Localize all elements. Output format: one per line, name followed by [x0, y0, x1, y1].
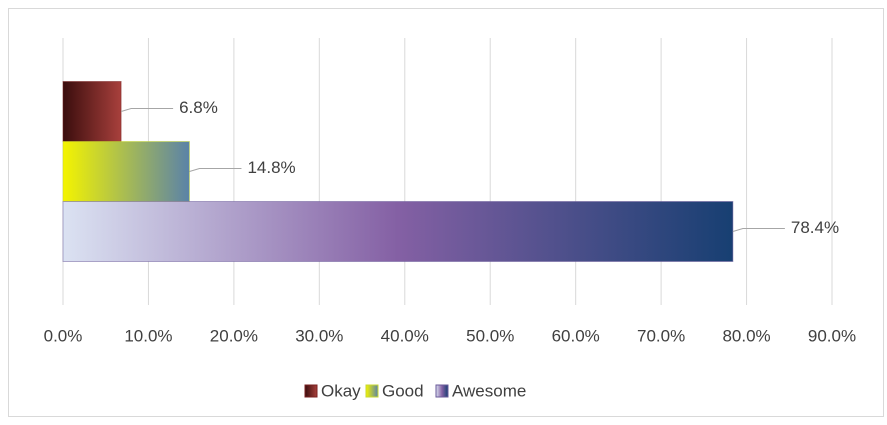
legend-label: Good: [382, 381, 424, 400]
x-tick-label: 20.0%: [210, 326, 258, 345]
legend-label: Okay: [321, 381, 361, 400]
leader-line: [732, 228, 785, 232]
bar: [62, 81, 122, 142]
x-tick-label: 50.0%: [466, 326, 514, 345]
x-tick-label: 60.0%: [552, 326, 600, 345]
legend-label: Awesome: [452, 381, 526, 400]
data-label: 6.8%: [179, 98, 218, 117]
bar: [62, 141, 190, 202]
x-tick-label: 40.0%: [381, 326, 429, 345]
leader-line: [120, 108, 174, 112]
legend-swatch: [304, 384, 318, 398]
x-tick-label: 90.0%: [808, 326, 856, 345]
bar: [62, 201, 734, 262]
x-tick-label: 80.0%: [722, 326, 770, 345]
legend-swatch: [435, 384, 449, 398]
data-label: 14.8%: [247, 158, 295, 177]
data-label: 78.4%: [791, 218, 839, 237]
x-tick-label: 0.0%: [44, 326, 83, 345]
x-tick-label: 10.0%: [124, 326, 172, 345]
x-tick-label: 30.0%: [295, 326, 343, 345]
leader-line: [189, 168, 242, 172]
x-tick-label: 70.0%: [637, 326, 685, 345]
legend-swatch: [365, 384, 379, 398]
